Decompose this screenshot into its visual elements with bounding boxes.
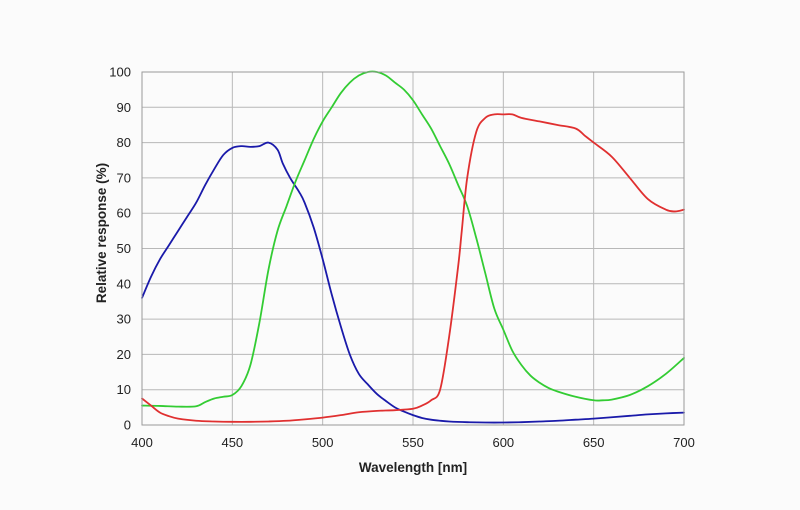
x-tick-label: 700 bbox=[673, 435, 695, 450]
green-response-line bbox=[141, 70, 685, 408]
y-tick-label: 90 bbox=[117, 100, 131, 115]
red-response-line bbox=[141, 113, 685, 423]
x-tick-label: 600 bbox=[492, 435, 514, 450]
y-tick-label: 0 bbox=[124, 418, 131, 433]
gridlines bbox=[141, 71, 685, 426]
plot-frame bbox=[141, 71, 685, 426]
x-tick-label: 400 bbox=[131, 435, 153, 450]
x-tick-label: 450 bbox=[221, 435, 243, 450]
y-tick-label: 50 bbox=[117, 241, 131, 256]
x-tick-label: 650 bbox=[583, 435, 605, 450]
x-tick-label: 550 bbox=[402, 435, 424, 450]
x-tick-label: 500 bbox=[312, 435, 334, 450]
y-tick-label: 100 bbox=[109, 65, 131, 80]
y-tick-label: 30 bbox=[117, 312, 131, 327]
x-axis-label: Wavelength [nm] bbox=[359, 460, 467, 475]
y-tick-label: 70 bbox=[117, 170, 131, 185]
y-tick-label: 40 bbox=[117, 276, 131, 291]
tick-labels: 400 450 500 550 600 650 700 0 10 20 30 40 50 60 70 80 90… bbox=[109, 65, 695, 451]
y-tick-label: 60 bbox=[117, 206, 131, 221]
y-tick-label: 10 bbox=[117, 382, 131, 397]
y-tick-label: 80 bbox=[117, 135, 131, 150]
blue-response-line bbox=[141, 141, 685, 424]
y-axis-label: Relative response (%) bbox=[94, 163, 109, 303]
series-lines bbox=[141, 70, 685, 424]
y-tick-label: 20 bbox=[117, 347, 131, 362]
